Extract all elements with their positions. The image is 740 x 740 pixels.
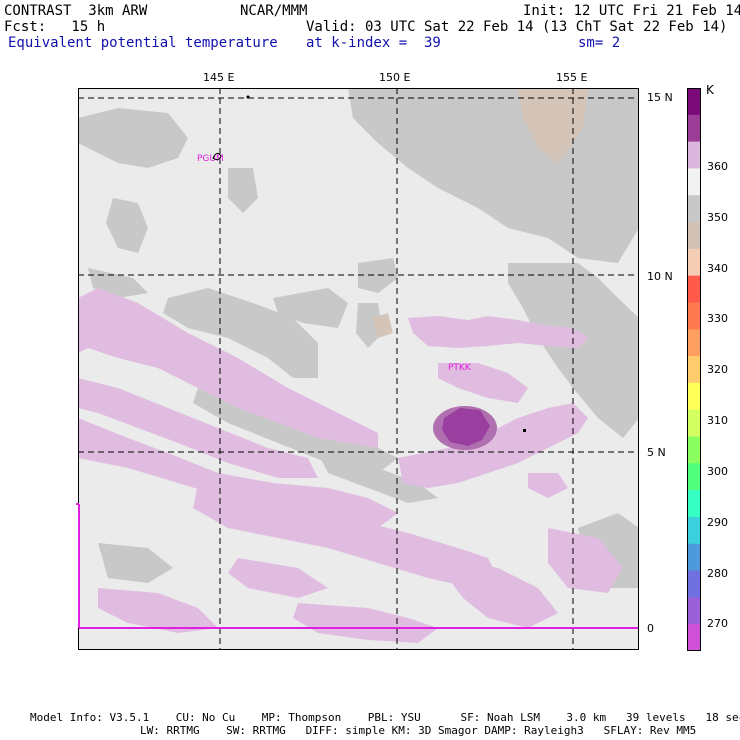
lat-label-5n: 5 N: [647, 446, 666, 459]
colorbar-swatch: [687, 195, 701, 223]
model-title: CONTRAST 3km ARW: [4, 3, 148, 19]
colorbar-swatch: [687, 275, 701, 303]
domain-edge-marker: [76, 503, 80, 628]
colorbar-label-280: 280: [707, 567, 728, 580]
forecast-hour: Fcst: 15 h: [4, 19, 106, 35]
colorbar-swatch: [687, 463, 701, 491]
tan-contour-regions: [373, 88, 588, 338]
colorbar-swatch: [687, 168, 701, 196]
colorbar-swatch: [687, 516, 701, 545]
colorbar-swatch: [687, 436, 701, 464]
colorbar-label-330: 330: [707, 312, 728, 325]
level-index: at k-index = 39: [306, 35, 441, 51]
colorbar-swatch: [687, 356, 701, 384]
map-frame: [78, 88, 639, 650]
colorbar-label-290: 290: [707, 516, 728, 529]
theta-e-map: PGUM PTKK: [78, 88, 639, 650]
model-info-line1: Model Info: V3.5.1 CU: No Cu MP: Thompso…: [30, 711, 740, 724]
colorbar-swatch: [687, 624, 701, 651]
institution-label: NCAR/MMM: [240, 3, 308, 19]
colorbar-unit: K: [706, 83, 714, 97]
grey-contour-regions: [78, 88, 639, 588]
valid-time: Valid: 03 UTC Sat 22 Feb 14 (13 ChT Sat …: [306, 19, 728, 35]
station-ptkk: PTKK: [448, 363, 472, 373]
lon-label-155: 155 E: [556, 71, 588, 84]
colorbar-label-270: 270: [707, 617, 728, 630]
lat-label-15n: 15 N: [647, 91, 673, 104]
colorbar-label-310: 310: [707, 414, 728, 427]
colorbar-swatch: [687, 382, 701, 411]
colorbar-swatch: [687, 543, 701, 572]
colorbar: [687, 88, 701, 651]
model-info-line2: LW: RRTMG SW: RRTMG DIFF: simple KM: 3D …: [140, 724, 697, 737]
colorbar-label-340: 340: [707, 262, 728, 275]
colorbar-label-320: 320: [707, 363, 728, 376]
colorbar-swatch: [687, 490, 701, 518]
island-dot-2: [523, 429, 526, 432]
island-dot: [246, 95, 250, 99]
colorbar-swatch: [687, 329, 701, 357]
colorbar-label-350: 350: [707, 211, 728, 224]
guam-island-outline: [212, 152, 222, 161]
colorbar-swatch: [687, 302, 701, 330]
colorbar-frame: [687, 88, 701, 651]
smoothing-value: sm= 2: [578, 35, 621, 51]
colorbar-swatch: [687, 248, 701, 277]
dark-purple-core: [442, 408, 490, 446]
colorbar-swatch: [687, 597, 701, 625]
colorbar-swatch: [687, 570, 701, 598]
colorbar-label-300: 300: [707, 465, 728, 478]
lon-label-145: 145 E: [203, 71, 235, 84]
init-time: Init: 12 UTC Fri 21 Feb 14: [523, 3, 740, 19]
light-purple-contour-regions: [78, 288, 623, 643]
colorbar-swatch: [687, 222, 701, 250]
colorbar-label-360: 360: [707, 160, 728, 173]
lon-label-150: 150 E: [379, 71, 411, 84]
lat-label-equator: 0: [647, 622, 654, 635]
colorbar-swatch: [687, 114, 701, 143]
colorbar-swatch: [687, 88, 701, 116]
field-name: Equivalent potential temperature: [8, 35, 278, 51]
colorbar-swatch: [687, 409, 701, 438]
station-pgum: PGUM: [197, 154, 224, 164]
lat-label-10n: 10 N: [647, 270, 673, 283]
colorbar-swatch: [687, 141, 701, 169]
